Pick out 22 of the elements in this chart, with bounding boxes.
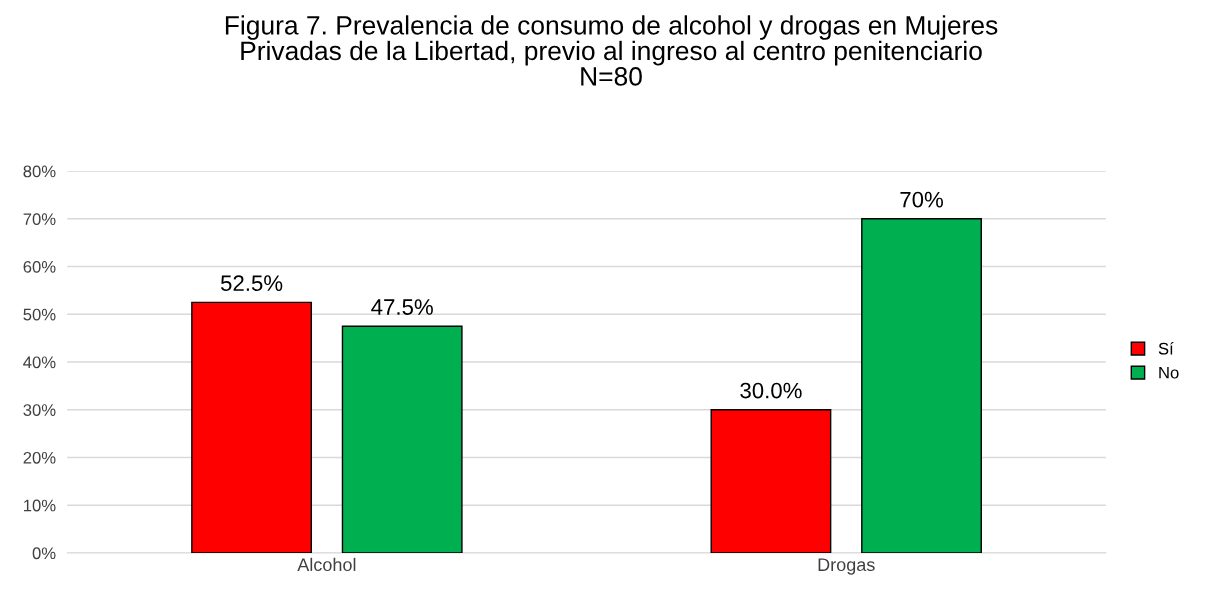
legend-label: Sí [1158,342,1174,355]
y-tick-label: 80% [23,165,56,178]
data-label: 52.5% [220,275,283,292]
y-tick-label: 50% [23,308,56,321]
x-tick-label: Drogas [818,558,875,575]
y-tick-label: 0% [32,547,56,560]
y-tick-label: 30% [23,404,56,416]
bar [191,301,312,553]
bar [341,325,463,553]
chart-title: Figura 7. Prevalencia de consumo de alcohol y drogas en Mujeres Privadas de la Libertad, previo al ingreso al centro penitenciario N=80 [225,15,998,86]
data-label: 70% [900,191,943,208]
data-label: 47.5% [371,299,433,315]
x-tick-label: Alcohol [297,557,356,572]
data-label: 30.0% [740,382,802,399]
bar [861,218,982,553]
y-tick-label: 10% [24,499,56,512]
y-tick-label: 60% [23,260,56,273]
y-tick-label: 20% [23,451,56,464]
y-tick-label: 40% [23,356,56,369]
bar [710,409,832,553]
legend-label: No [1159,366,1179,379]
y-tick-label: 70% [23,213,56,226]
